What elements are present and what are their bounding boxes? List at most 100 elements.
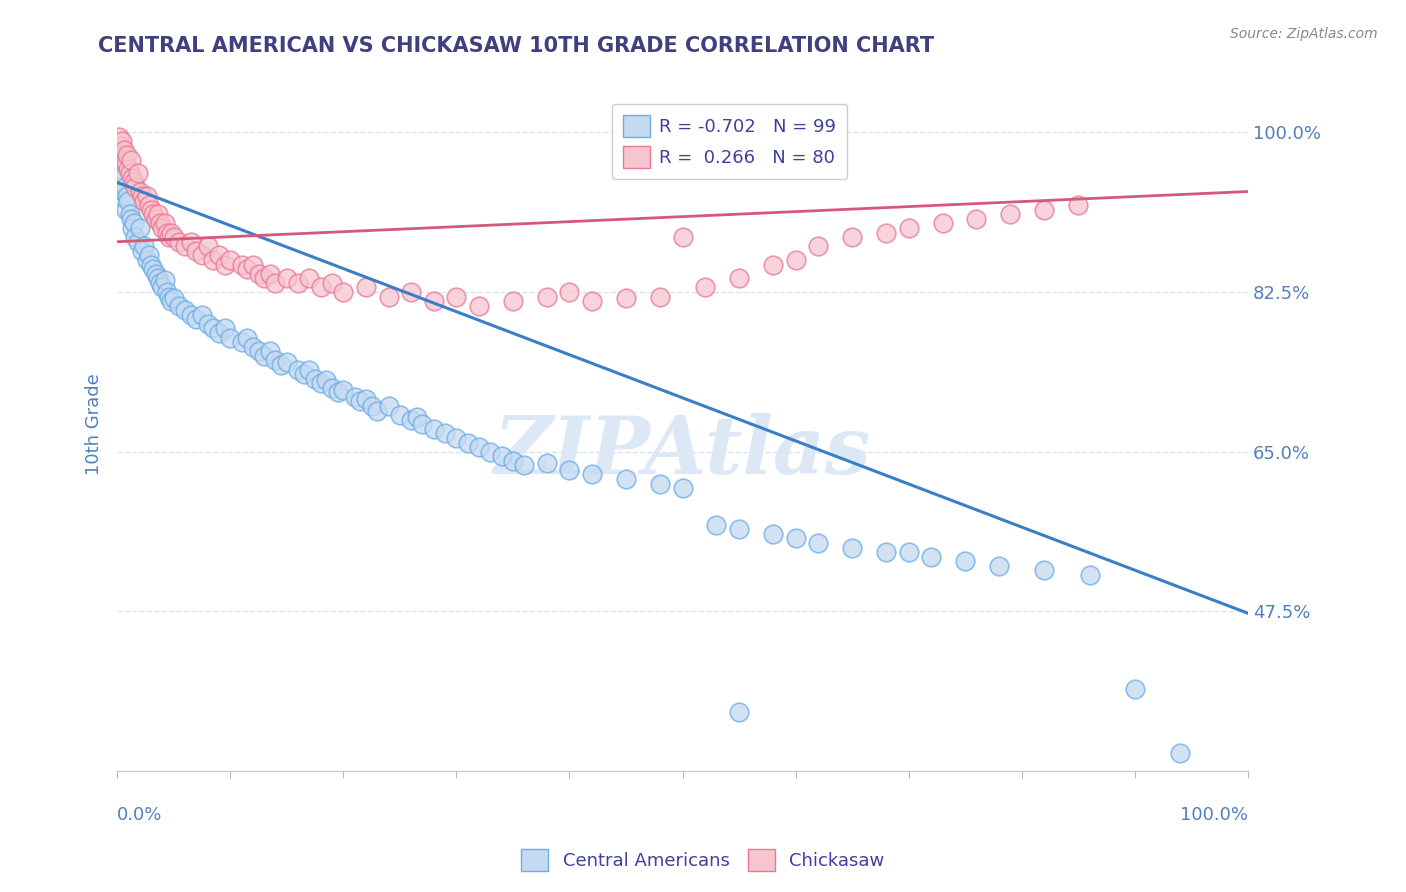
- Point: [128, 185, 150, 199]
- Point: [479, 444, 502, 458]
- Text: 100.0%: 100.0%: [1180, 805, 1249, 824]
- Point: [276, 355, 298, 369]
- Point: [536, 289, 558, 303]
- Point: [121, 221, 143, 235]
- Point: [648, 289, 671, 303]
- Point: [120, 211, 142, 226]
- Point: [276, 271, 298, 285]
- Point: [728, 522, 751, 536]
- Point: [287, 276, 309, 290]
- Point: [214, 321, 236, 335]
- Point: [122, 217, 145, 231]
- Point: [138, 198, 160, 212]
- Point: [121, 170, 143, 185]
- Point: [321, 381, 343, 395]
- Point: [513, 458, 536, 473]
- Point: [366, 403, 388, 417]
- Point: [202, 252, 225, 267]
- Point: [423, 294, 446, 309]
- Point: [114, 153, 136, 167]
- Point: [114, 180, 136, 194]
- Point: [581, 294, 603, 309]
- Point: [117, 194, 139, 208]
- Point: [785, 252, 807, 267]
- Point: [360, 399, 382, 413]
- Text: Source: ZipAtlas.com: Source: ZipAtlas.com: [1230, 27, 1378, 41]
- Point: [118, 166, 141, 180]
- Point: [142, 207, 165, 221]
- Point: [411, 417, 433, 432]
- Point: [762, 526, 785, 541]
- Point: [343, 390, 366, 404]
- Point: [149, 276, 172, 290]
- Point: [349, 394, 371, 409]
- Point: [309, 376, 332, 391]
- Point: [434, 426, 457, 441]
- Point: [202, 321, 225, 335]
- Point: [315, 374, 337, 388]
- Point: [405, 409, 427, 424]
- Point: [128, 221, 150, 235]
- Point: [127, 166, 149, 180]
- Point: [259, 344, 281, 359]
- Point: [146, 271, 169, 285]
- Point: [292, 367, 315, 381]
- Point: [156, 226, 179, 240]
- Point: [287, 362, 309, 376]
- Point: [468, 299, 491, 313]
- Point: [762, 258, 785, 272]
- Point: [247, 344, 270, 359]
- Legend: Central Americans, Chickasaw: Central Americans, Chickasaw: [515, 842, 891, 879]
- Point: [124, 230, 146, 244]
- Point: [110, 139, 132, 153]
- Point: [163, 230, 186, 244]
- Point: [920, 549, 942, 564]
- Point: [145, 267, 167, 281]
- Point: [208, 248, 231, 262]
- Point: [988, 558, 1011, 573]
- Point: [124, 180, 146, 194]
- Point: [253, 271, 276, 285]
- Point: [614, 291, 637, 305]
- Point: [953, 554, 976, 568]
- Point: [468, 440, 491, 454]
- Point: [332, 285, 354, 299]
- Point: [134, 194, 156, 208]
- Point: [399, 413, 422, 427]
- Point: [111, 134, 134, 148]
- Point: [614, 472, 637, 486]
- Point: [298, 271, 321, 285]
- Point: [558, 463, 581, 477]
- Point: [169, 299, 191, 313]
- Point: [146, 207, 169, 221]
- Point: [169, 235, 191, 249]
- Point: [259, 267, 281, 281]
- Point: [264, 276, 287, 290]
- Point: [841, 230, 863, 244]
- Point: [648, 476, 671, 491]
- Point: [197, 317, 219, 331]
- Point: [728, 705, 751, 719]
- Point: [354, 392, 377, 406]
- Point: [127, 235, 149, 249]
- Point: [160, 294, 183, 309]
- Point: [236, 262, 259, 277]
- Point: [186, 312, 208, 326]
- Point: [457, 435, 479, 450]
- Point: [174, 239, 197, 253]
- Point: [897, 221, 920, 235]
- Point: [219, 330, 242, 344]
- Point: [108, 129, 131, 144]
- Point: [706, 517, 728, 532]
- Point: [111, 148, 134, 162]
- Point: [152, 280, 174, 294]
- Point: [321, 276, 343, 290]
- Point: [112, 185, 135, 199]
- Point: [152, 221, 174, 235]
- Point: [214, 258, 236, 272]
- Point: [695, 280, 717, 294]
- Point: [807, 239, 830, 253]
- Point: [110, 189, 132, 203]
- Point: [536, 456, 558, 470]
- Point: [931, 217, 953, 231]
